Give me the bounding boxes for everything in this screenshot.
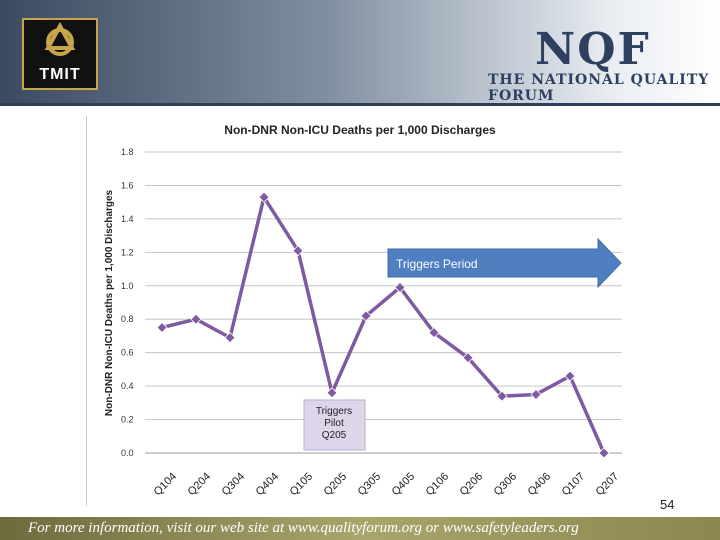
y-tick-label: 1.2	[121, 247, 134, 257]
nqf-logo-subtitle: THE NATIONAL QUALITY FORUM	[488, 72, 710, 104]
y-tick-label: 0.0	[121, 448, 134, 458]
page-number: 54	[660, 497, 675, 512]
x-tick-label: Q405	[390, 471, 418, 499]
data-point-Q107	[564, 370, 576, 382]
x-tick-label: Q304	[220, 471, 248, 499]
y-tick-label: 0.4	[121, 381, 134, 391]
data-point-Q406	[530, 388, 542, 401]
y-tick-label: 0.8	[121, 314, 134, 324]
data-point-Q306	[496, 390, 508, 402]
x-tick-label: Q206	[458, 471, 486, 499]
content-divider	[86, 116, 87, 506]
y-tick-label: 1.0	[121, 281, 134, 291]
tmit-knot-icon	[44, 21, 76, 56]
x-tick-label: Q404	[254, 471, 282, 499]
nqf-logo: NQF	[535, 24, 651, 75]
x-tick-label: Q207	[594, 471, 622, 499]
x-tick-label: Q406	[526, 471, 554, 499]
triggers-pilot-label: Triggers	[316, 406, 352, 417]
y-tick-label: 1.6	[121, 180, 134, 190]
triggers-pilot-box	[303, 399, 366, 451]
data-point-Q305	[360, 310, 372, 322]
tmit-logo: TMIT	[22, 18, 98, 90]
y-tick-label: 1.8	[121, 147, 134, 157]
tmit-logo-text: TMIT	[39, 66, 81, 83]
x-tick-label: Q105	[288, 471, 316, 499]
data-point-Q204	[190, 313, 202, 325]
footer-bar: For more information, visit our web site…	[0, 517, 720, 540]
y-tick-label: 0.2	[121, 415, 134, 425]
footer-website-text: For more information, visit our web site…	[28, 520, 579, 536]
header-divider	[0, 103, 720, 106]
x-tick-label: Q306	[492, 471, 520, 499]
data-point-Q205	[326, 387, 338, 399]
data-point-Q105	[292, 245, 304, 257]
y-axis-label: Non-DNR Non-ICU Deaths per 1,000 Dischar…	[104, 189, 115, 416]
data-point-Q304	[224, 332, 236, 344]
data-point-Q104	[156, 322, 168, 334]
series-line	[161, 195, 606, 454]
data-point-Q207	[598, 447, 610, 459]
triggers-period-arrow	[387, 237, 622, 289]
data-point-Q405	[394, 281, 406, 294]
data-point-Q206	[462, 352, 474, 364]
x-tick-label: Q305	[356, 471, 384, 499]
x-tick-label: Q104	[152, 471, 180, 499]
header-banner	[0, 0, 720, 105]
x-tick-label: Q106	[424, 471, 452, 499]
x-tick-label: Q107	[560, 471, 588, 499]
triggers-pilot-label: Q205	[322, 430, 347, 441]
triggers-pilot-label: Pilot	[324, 418, 344, 429]
triggers-period-label: Triggers Period	[396, 257, 478, 271]
x-tick-label: Q204	[186, 471, 214, 499]
x-tick-label: Q205	[322, 471, 350, 499]
y-tick-label: 1.4	[121, 214, 134, 224]
data-point-Q404	[258, 191, 270, 203]
chart-title: Non-DNR Non-ICU Deaths per 1,000 Dischar…	[224, 123, 496, 137]
data-point-Q106	[428, 327, 440, 339]
y-tick-label: 0.6	[121, 348, 134, 358]
